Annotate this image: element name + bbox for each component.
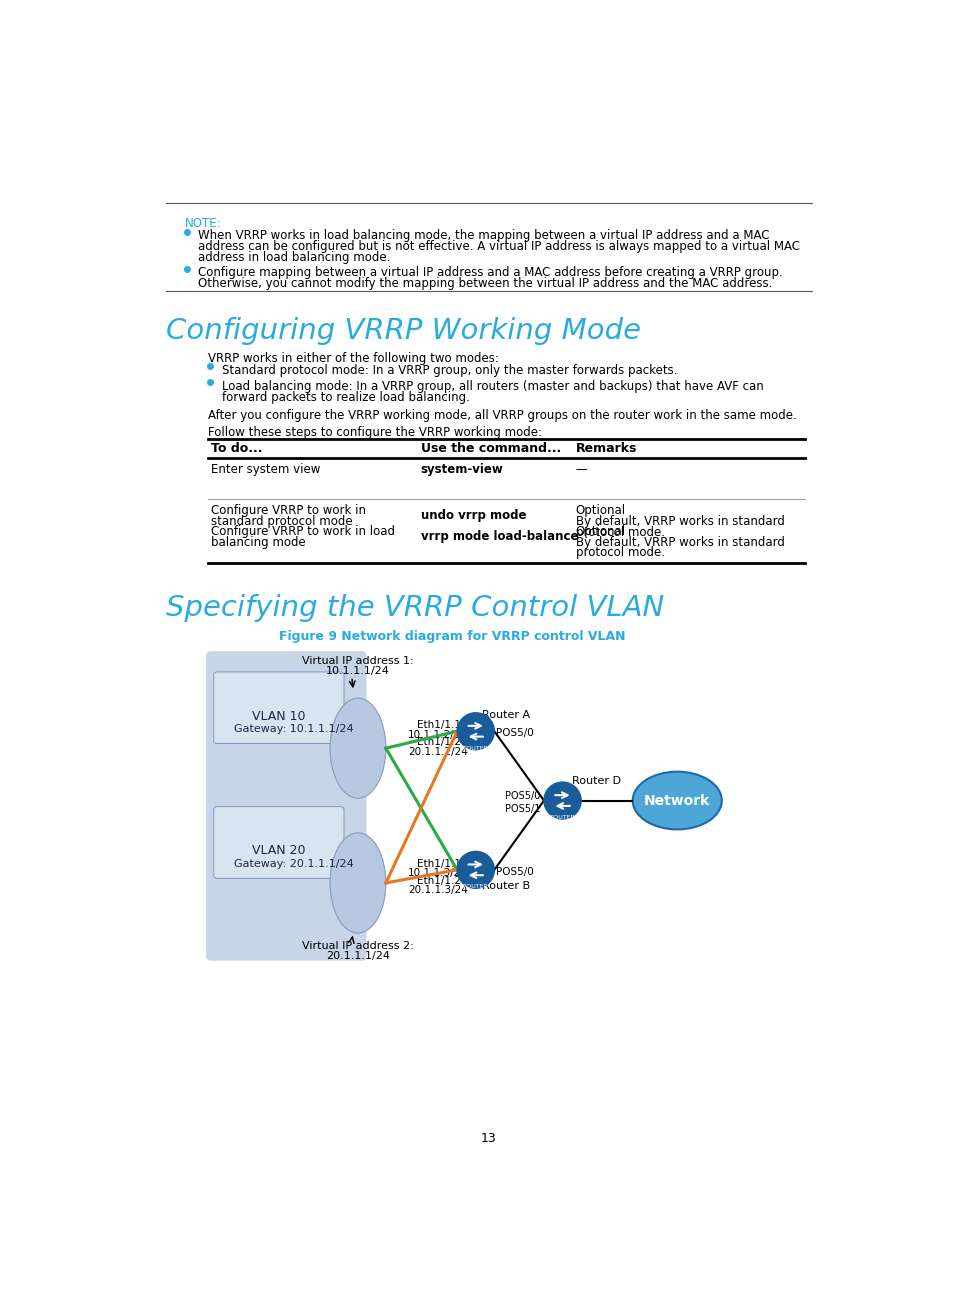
Text: POS5/0: POS5/0	[496, 867, 533, 877]
Text: Virtual IP address 1:: Virtual IP address 1:	[302, 656, 414, 666]
Text: Router B: Router B	[481, 881, 530, 892]
Text: Load balancing mode: In a VRRP group, all routers (master and backups) that have: Load balancing mode: In a VRRP group, al…	[221, 380, 762, 393]
Text: 10.1.1.2/24: 10.1.1.2/24	[408, 730, 468, 740]
Text: Optional: Optional	[575, 525, 625, 538]
Text: POS5/0: POS5/0	[496, 729, 533, 738]
Text: VLAN 10: VLAN 10	[252, 709, 305, 722]
Text: Router D: Router D	[571, 776, 620, 785]
Circle shape	[543, 782, 580, 819]
Ellipse shape	[330, 699, 385, 798]
FancyBboxPatch shape	[206, 651, 366, 960]
Text: Enter system view: Enter system view	[212, 463, 320, 476]
Text: 13: 13	[480, 1132, 497, 1145]
Text: Use the command...: Use the command...	[420, 443, 560, 455]
Text: Configuring VRRP Working Mode: Configuring VRRP Working Mode	[166, 317, 640, 345]
Text: Eth1/1.10: Eth1/1.10	[417, 721, 468, 730]
Text: system-view: system-view	[420, 463, 503, 476]
Text: vrrp mode load-balance: vrrp mode load-balance	[420, 531, 578, 543]
Text: Router A: Router A	[481, 709, 530, 719]
Text: Follow these steps to configure the VRRP working mode:: Follow these steps to configure the VRRP…	[208, 426, 542, 440]
Text: Figure 9 Network diagram for VRRP control VLAN: Figure 9 Network diagram for VRRP contro…	[279, 630, 625, 643]
Text: POS5/1: POS5/1	[505, 804, 540, 814]
Text: address can be configured but is not effective. A virtual IP address is always m: address can be configured but is not eff…	[198, 239, 800, 254]
Text: Configure mapping between a virtual IP address and a MAC address before creating: Configure mapping between a virtual IP a…	[198, 267, 782, 280]
FancyBboxPatch shape	[213, 672, 344, 744]
Text: protocol mode.: protocol mode.	[575, 525, 664, 538]
Text: undo vrrp mode: undo vrrp mode	[420, 510, 526, 523]
Text: balancing mode: balancing mode	[212, 536, 306, 549]
Text: Virtual IP address 2:: Virtual IP address 2:	[302, 941, 414, 951]
Text: forward packets to realize load balancing.: forward packets to realize load balancin…	[221, 391, 469, 404]
Text: standard protocol mode: standard protocol mode	[212, 515, 353, 528]
Text: NOTE:: NOTE:	[185, 217, 221, 230]
Text: 10.1.1.3/24: 10.1.1.3/24	[408, 868, 468, 879]
Text: 20.1.1.2/24: 20.1.1.2/24	[408, 747, 468, 757]
Text: Standard protocol mode: In a VRRP group, only the master forwards packets.: Standard protocol mode: In a VRRP group,…	[221, 364, 677, 377]
Text: Eth1/1.20: Eth1/1.20	[417, 738, 468, 748]
Text: Optional: Optional	[575, 505, 625, 518]
Text: protocol mode.: protocol mode.	[575, 546, 664, 559]
Circle shape	[456, 713, 494, 749]
Ellipse shape	[330, 833, 385, 933]
Text: POS5/0: POS5/0	[505, 792, 540, 801]
Circle shape	[456, 851, 494, 888]
Text: 20.1.1.3/24: 20.1.1.3/24	[408, 885, 468, 895]
FancyBboxPatch shape	[213, 806, 344, 879]
Text: By default, VRRP works in standard: By default, VRRP works in standard	[575, 536, 783, 549]
Text: Gateway: 20.1.1.1/24: Gateway: 20.1.1.1/24	[233, 859, 354, 870]
Text: Specifying the VRRP Control VLAN: Specifying the VRRP Control VLAN	[166, 594, 663, 622]
Text: ROUTER: ROUTER	[462, 885, 488, 889]
Text: Gateway: 10.1.1.1/24: Gateway: 10.1.1.1/24	[233, 725, 354, 734]
Text: By default, VRRP works in standard: By default, VRRP works in standard	[575, 515, 783, 528]
Text: address in load balancing mode.: address in load balancing mode.	[198, 251, 391, 264]
Text: Eth1/1.10: Eth1/1.10	[417, 859, 468, 870]
Ellipse shape	[632, 771, 721, 829]
Text: 10.1.1.1/24: 10.1.1.1/24	[326, 666, 390, 675]
Text: Network: Network	[643, 793, 710, 807]
Text: Otherwise, you cannot modify the mapping between the virtual IP address and the : Otherwise, you cannot modify the mapping…	[198, 277, 772, 290]
Text: —: —	[575, 463, 587, 476]
Text: When VRRP works in load balancing mode, the mapping between a virtual IP address: When VRRP works in load balancing mode, …	[198, 229, 769, 242]
Text: 20.1.1.1/24: 20.1.1.1/24	[326, 951, 390, 960]
Text: VRRP works in either of the following two modes:: VRRP works in either of the following tw…	[208, 352, 498, 365]
Text: After you configure the VRRP working mode, all VRRP groups on the router work in: After you configure the VRRP working mod…	[208, 409, 797, 422]
Text: ROUTER: ROUTER	[549, 815, 575, 820]
Text: Remarks: Remarks	[575, 443, 637, 455]
Text: VLAN 20: VLAN 20	[252, 845, 305, 858]
Text: Configure VRRP to work in load: Configure VRRP to work in load	[212, 525, 395, 538]
Text: ROUTER: ROUTER	[462, 745, 488, 751]
Text: Configure VRRP to work in: Configure VRRP to work in	[212, 505, 366, 518]
Text: Eth1/1.20: Eth1/1.20	[417, 876, 468, 886]
Text: To do...: To do...	[212, 443, 263, 455]
